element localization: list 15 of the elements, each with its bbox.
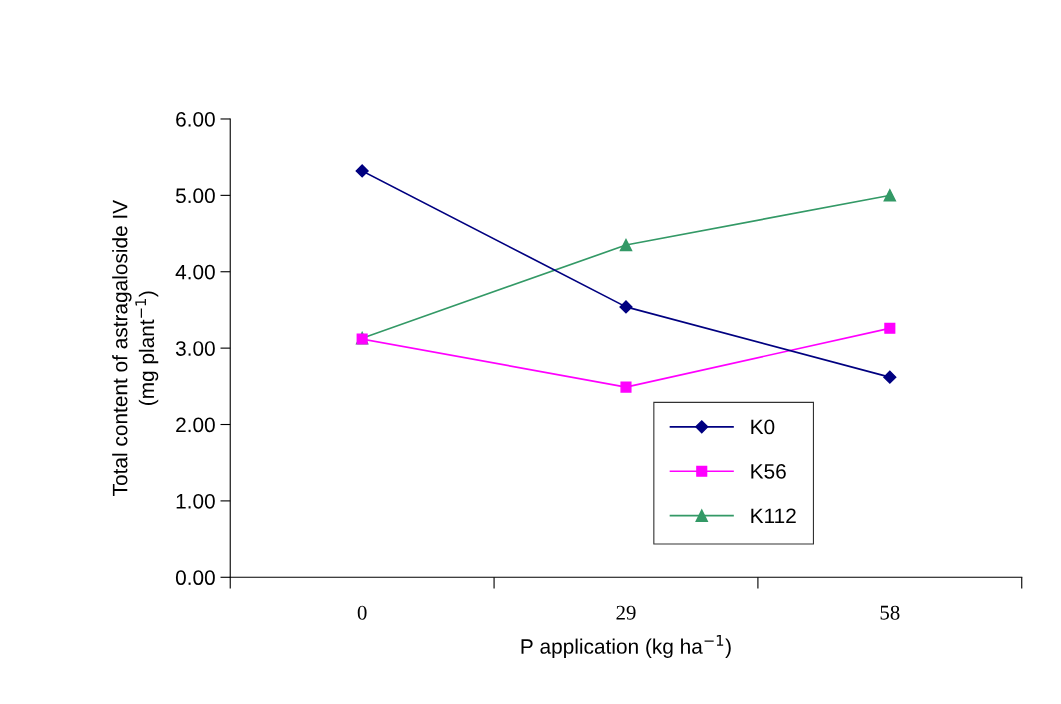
x-axis-title: P application (kg ha$^{−1}$) <box>521 635 731 658</box>
y-tick-label: 4.00 <box>175 264 215 280</box>
legend-label: K56 <box>751 463 786 479</box>
y-tick-label: 1.00 <box>176 493 215 509</box>
y-axis-title: Total content of astragaloside IV (mg plant$^{−1}$) <box>112 199 159 496</box>
y-tick-label: 5.00 <box>175 188 215 204</box>
legend-label: K112 <box>751 508 796 523</box>
legend-label: K0 <box>751 419 775 435</box>
x-tick-label: 0 <box>357 605 367 620</box>
x-tick-label: 58 <box>880 605 900 620</box>
y-tick-label: 3.00 <box>175 341 215 356</box>
y-tick-label: 6.00 <box>176 111 215 127</box>
y-tick-label: 0.00 <box>175 570 215 586</box>
x-tick-label: 29 <box>616 605 636 620</box>
y-tick-label: 2.00 <box>176 417 215 433</box>
